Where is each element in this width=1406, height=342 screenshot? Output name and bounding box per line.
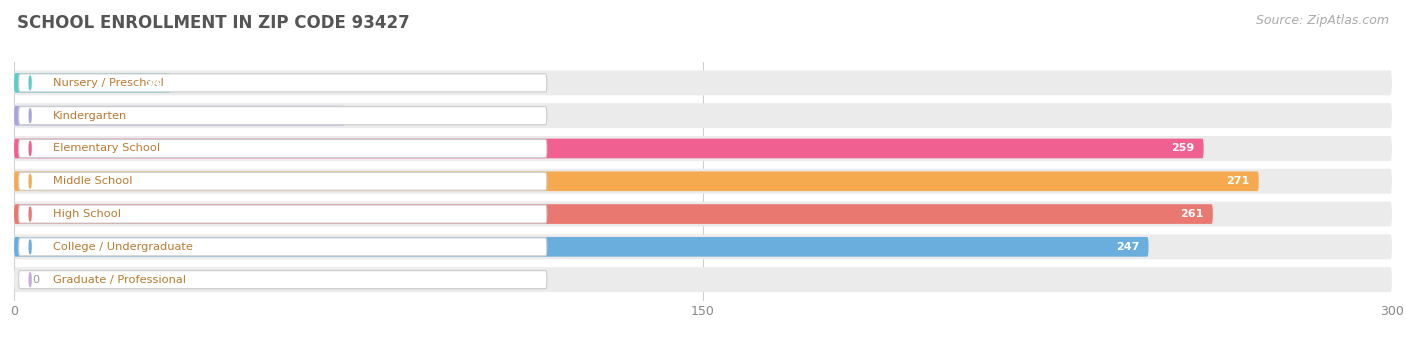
Circle shape [30, 174, 31, 188]
FancyBboxPatch shape [14, 139, 1204, 158]
FancyBboxPatch shape [18, 74, 547, 92]
Text: SCHOOL ENROLLMENT IN ZIP CODE 93427: SCHOOL ENROLLMENT IN ZIP CODE 93427 [17, 14, 409, 32]
Circle shape [30, 109, 31, 122]
Text: Nursery / Preschool: Nursery / Preschool [53, 78, 165, 88]
Text: Source: ZipAtlas.com: Source: ZipAtlas.com [1256, 14, 1389, 27]
Text: College / Undergraduate: College / Undergraduate [53, 242, 193, 252]
FancyBboxPatch shape [14, 267, 1392, 292]
Text: 72: 72 [321, 111, 336, 121]
Text: Elementary School: Elementary School [53, 143, 160, 154]
Text: 34: 34 [146, 78, 162, 88]
Circle shape [30, 76, 31, 90]
FancyBboxPatch shape [14, 136, 1392, 161]
FancyBboxPatch shape [18, 107, 547, 125]
Text: 259: 259 [1171, 143, 1195, 154]
Text: High School: High School [53, 209, 121, 219]
FancyBboxPatch shape [14, 237, 1149, 257]
FancyBboxPatch shape [18, 205, 547, 223]
Text: 261: 261 [1180, 209, 1204, 219]
FancyBboxPatch shape [14, 171, 1258, 191]
Text: 271: 271 [1226, 176, 1250, 186]
FancyBboxPatch shape [14, 169, 1392, 194]
FancyBboxPatch shape [18, 140, 547, 157]
FancyBboxPatch shape [14, 106, 344, 126]
FancyBboxPatch shape [14, 204, 1213, 224]
Text: 0: 0 [32, 275, 39, 285]
Text: Graduate / Professional: Graduate / Professional [53, 275, 186, 285]
FancyBboxPatch shape [14, 234, 1392, 259]
Text: Kindergarten: Kindergarten [53, 111, 128, 121]
Text: 247: 247 [1116, 242, 1139, 252]
Text: Middle School: Middle School [53, 176, 132, 186]
FancyBboxPatch shape [18, 172, 547, 190]
FancyBboxPatch shape [14, 201, 1392, 226]
Circle shape [30, 273, 31, 287]
FancyBboxPatch shape [18, 238, 547, 256]
FancyBboxPatch shape [14, 73, 170, 93]
FancyBboxPatch shape [14, 70, 1392, 95]
FancyBboxPatch shape [14, 103, 1392, 128]
Circle shape [30, 142, 31, 155]
FancyBboxPatch shape [18, 271, 547, 289]
Circle shape [30, 207, 31, 221]
Circle shape [30, 240, 31, 254]
